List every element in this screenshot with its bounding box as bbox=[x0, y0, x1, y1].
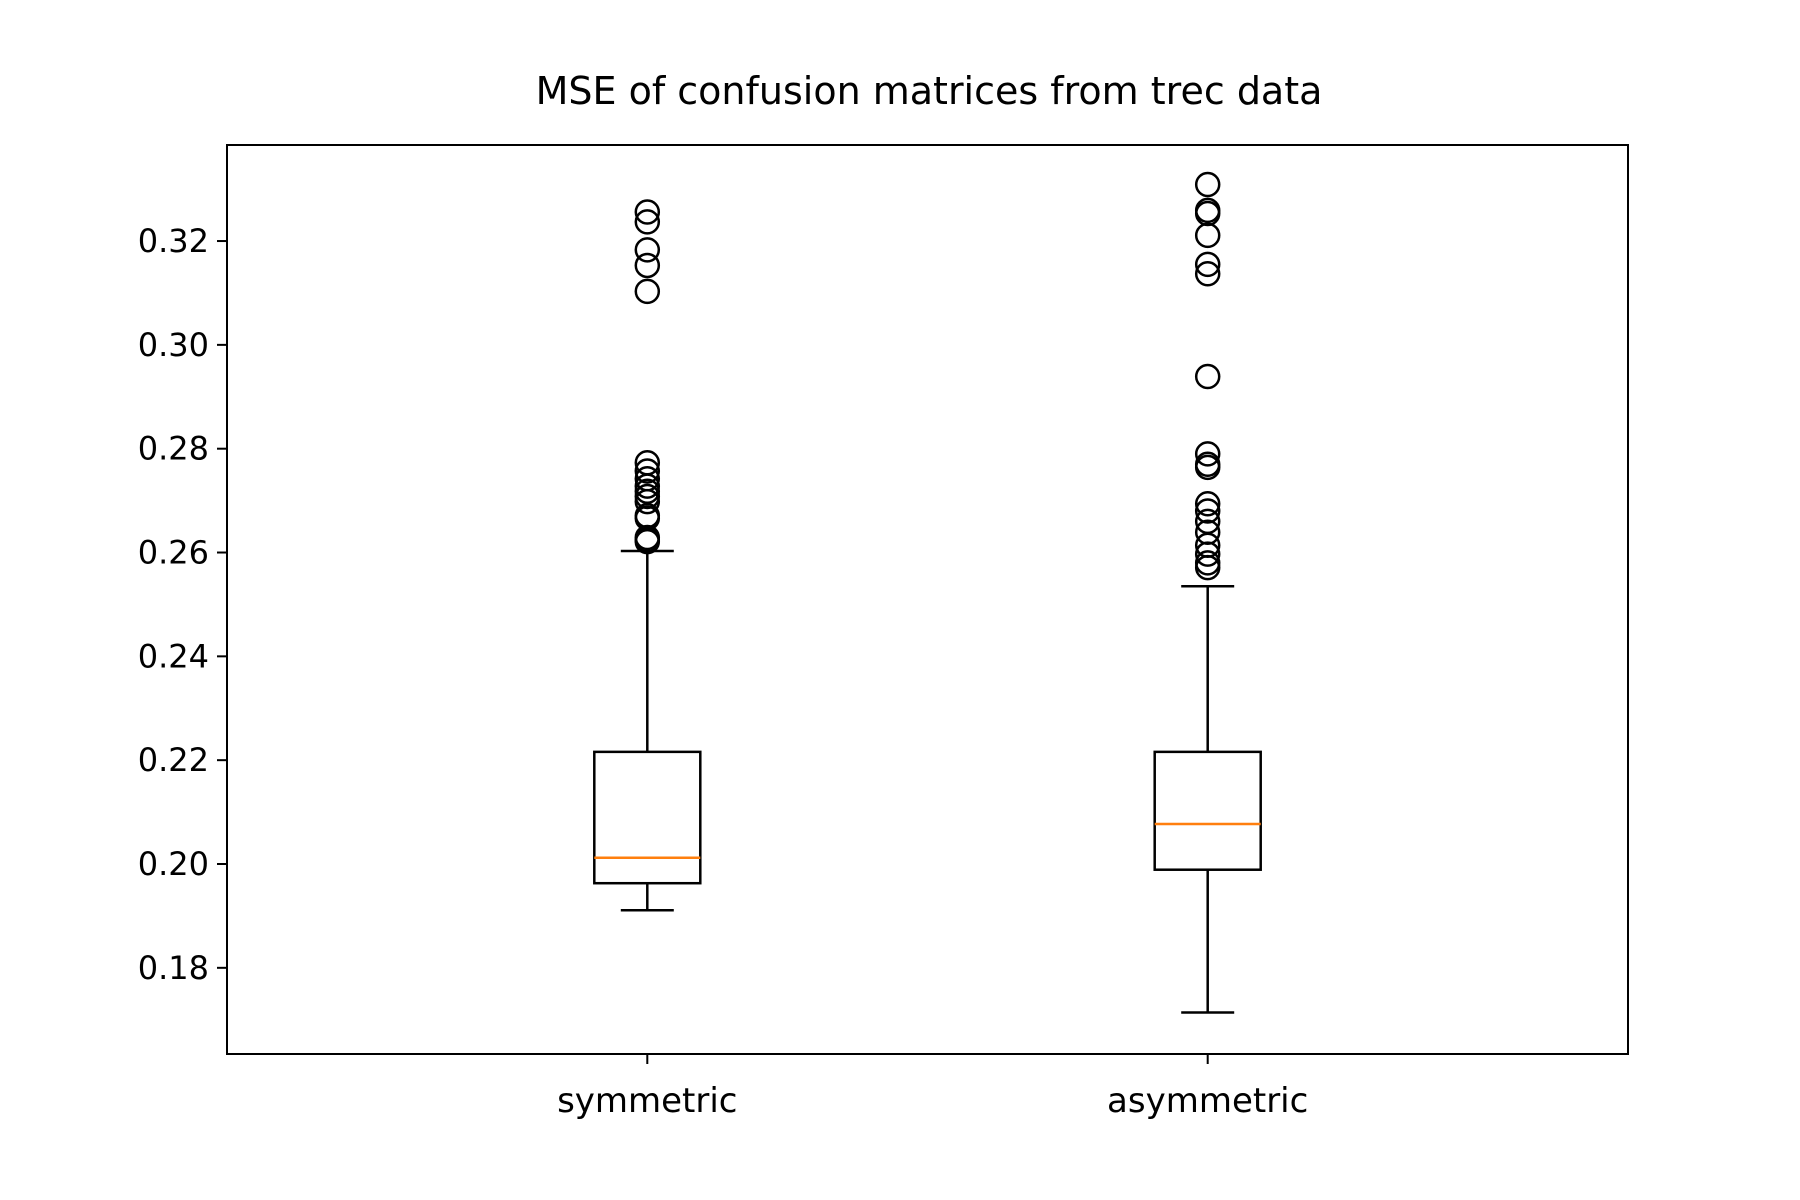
outlier-point bbox=[634, 278, 661, 305]
y-tick-label: 0.20 bbox=[138, 845, 209, 883]
y-tick-label: 0.30 bbox=[138, 326, 209, 364]
y-tick-label: 0.22 bbox=[138, 741, 209, 779]
outlier-point bbox=[1194, 508, 1221, 535]
box-asymmetric bbox=[1153, 750, 1262, 871]
outlier-point bbox=[634, 209, 661, 235]
y-tick-label: 0.24 bbox=[138, 637, 209, 675]
outlier-point bbox=[634, 252, 661, 279]
box-symmetric bbox=[593, 750, 702, 885]
outlier-point bbox=[634, 458, 661, 484]
outlier-point bbox=[634, 466, 661, 492]
x-tick-label: symmetric bbox=[557, 1081, 737, 1121]
axes-frame bbox=[226, 144, 1629, 1055]
outlier-point bbox=[634, 237, 661, 263]
y-tick-label: 0.28 bbox=[138, 430, 209, 468]
outlier-point bbox=[1194, 498, 1221, 524]
outlier-point bbox=[1194, 490, 1221, 517]
plot-area: 0.18 0.20 0.22 0.24 0.26 0.28 0.30 0.32 symmetri… bbox=[138, 144, 1629, 1121]
outlier-point bbox=[1194, 222, 1221, 249]
outlier-point bbox=[1194, 550, 1221, 576]
chart-title: MSE of confusion matrices from trec data bbox=[536, 69, 1323, 113]
y-tick-label: 0.18 bbox=[138, 949, 209, 987]
outlier-point bbox=[1194, 451, 1221, 478]
outlier-point bbox=[634, 449, 661, 476]
outlier-point bbox=[1194, 251, 1221, 278]
outlier-point bbox=[1194, 260, 1221, 287]
outlier-point bbox=[1194, 363, 1221, 390]
outlier-point bbox=[1194, 519, 1221, 546]
outlier-point bbox=[634, 199, 661, 225]
outlier-point bbox=[1194, 171, 1221, 198]
outlier-point bbox=[1194, 441, 1221, 467]
y-tick-label: 0.32 bbox=[138, 222, 209, 260]
x-tick-label: asymmetric bbox=[1107, 1081, 1308, 1121]
y-tick-label: 0.26 bbox=[138, 534, 209, 572]
outlier-point bbox=[1194, 197, 1221, 224]
outlier-point bbox=[634, 502, 661, 529]
